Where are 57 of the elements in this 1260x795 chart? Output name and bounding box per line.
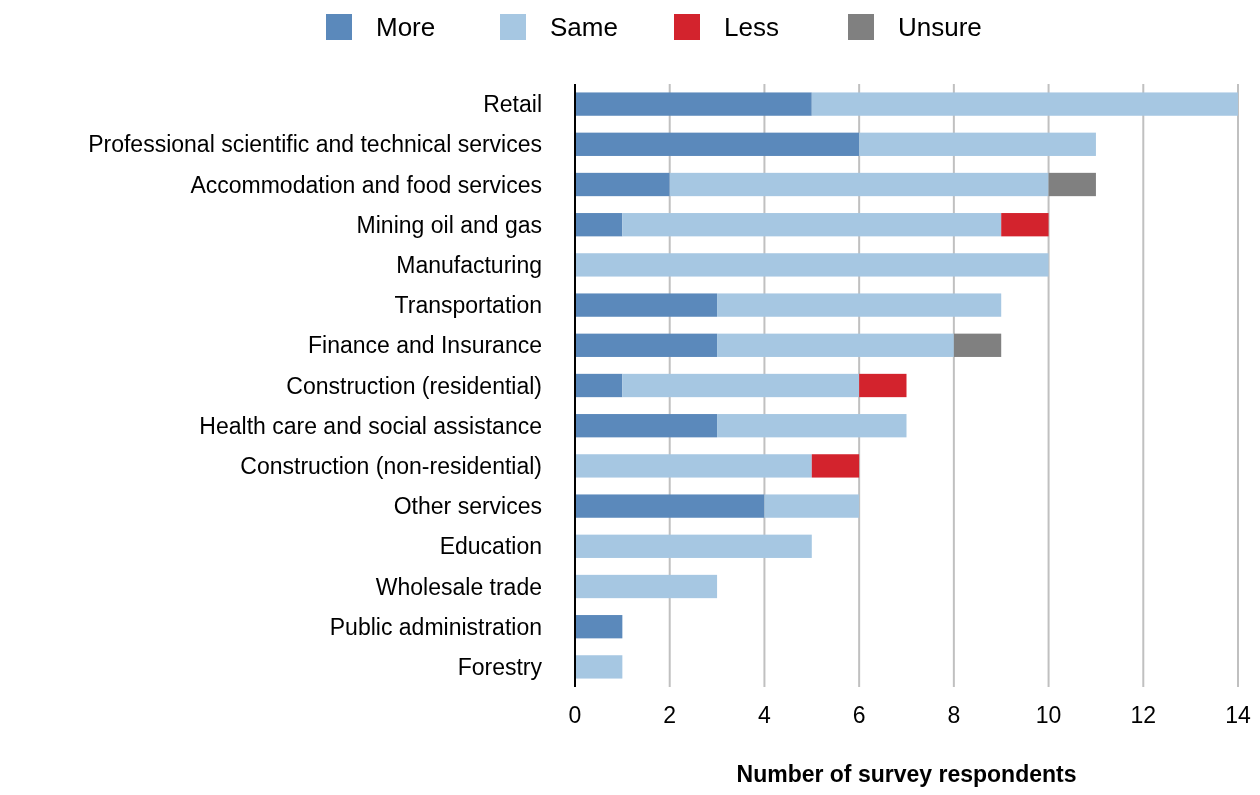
y-tick-label: Manufacturing — [396, 251, 542, 278]
y-tick-label: Transportation — [394, 292, 542, 319]
y-tick-label: Professional scientific and technical services — [88, 131, 542, 158]
bar — [575, 253, 1049, 277]
legend-label: Unsure — [898, 12, 982, 42]
bar — [953, 333, 1002, 357]
legend-label: Less — [724, 12, 779, 42]
bar — [575, 655, 623, 679]
x-tick-label: 4 — [758, 702, 772, 728]
x-tick-label: 8 — [947, 702, 961, 728]
y-tick-label: Public administration — [329, 613, 542, 640]
bar — [575, 132, 860, 156]
bar — [575, 172, 670, 197]
bar — [764, 494, 860, 518]
bar — [859, 373, 907, 398]
bar — [575, 454, 812, 478]
bar — [1048, 172, 1096, 197]
x-tick-label: 10 — [1035, 702, 1062, 728]
bar — [575, 333, 718, 357]
legend-label: Same — [550, 12, 618, 42]
y-tick-label: Forestry — [457, 653, 543, 680]
y-tick-label: Retail — [483, 91, 542, 118]
bar — [575, 414, 718, 438]
bar — [575, 373, 623, 398]
bar — [1001, 213, 1049, 237]
bar — [717, 414, 907, 438]
x-tick-label: 0 — [568, 702, 582, 728]
y-tick-label: Finance and Insurance — [308, 332, 542, 359]
x-tick-label: 6 — [852, 702, 866, 728]
x-tick-label: 2 — [663, 702, 677, 728]
y-tick-label: Construction (non-residential) — [240, 452, 542, 479]
bar — [669, 172, 1049, 197]
bar — [575, 293, 718, 317]
bar — [717, 293, 1002, 317]
bar — [575, 574, 718, 599]
bar — [622, 213, 1002, 237]
bar — [811, 92, 1238, 116]
bar — [859, 132, 1096, 156]
x-tick-label: 12 — [1130, 702, 1157, 728]
x-axis-title: Number of survey respondents — [736, 761, 1077, 787]
y-tick-label: Construction (residential) — [286, 372, 542, 399]
bar — [575, 534, 812, 558]
bar — [575, 92, 812, 116]
bar — [717, 333, 954, 357]
y-tick-label: Wholesale trade — [375, 573, 542, 600]
x-tick-label: 14 — [1225, 702, 1251, 728]
bar — [622, 373, 860, 398]
y-tick-label: Other services — [393, 493, 542, 520]
bar — [575, 615, 623, 639]
y-tick-label: Mining oil and gas — [356, 211, 542, 238]
bar — [575, 494, 765, 518]
bar — [575, 213, 623, 237]
y-tick-label: Education — [439, 533, 542, 560]
bar — [811, 454, 860, 478]
y-tick-label: Accommodation and food services — [190, 171, 542, 198]
y-tick-label: Health care and social assistance — [199, 412, 542, 439]
legend-label: More — [376, 12, 436, 42]
